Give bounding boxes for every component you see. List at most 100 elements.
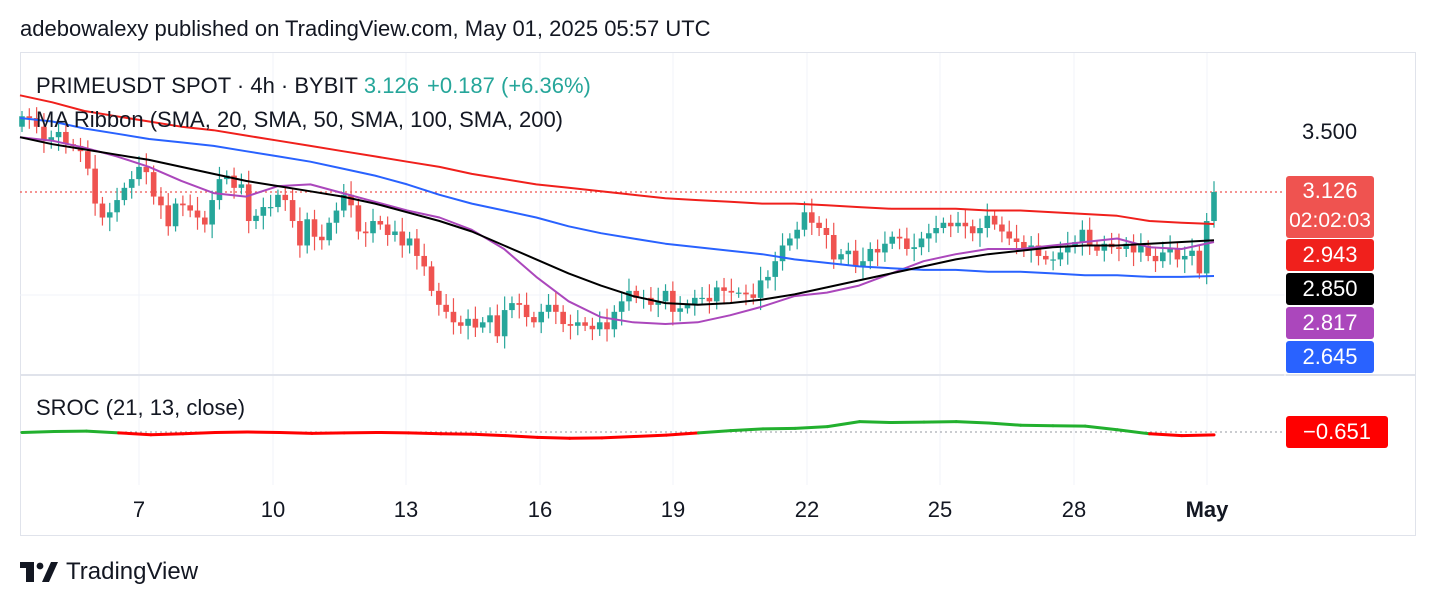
candle-body (85, 151, 91, 169)
sroc-segment (20, 430, 56, 434)
candle-body (1094, 245, 1100, 251)
sroc-segment (664, 431, 701, 437)
candle-body (260, 207, 267, 216)
candle-body (882, 243, 888, 253)
candle-body (165, 205, 172, 227)
candle-body (925, 233, 932, 239)
candle-body (333, 210, 340, 223)
candle-body (267, 207, 274, 209)
sroc-segment (278, 430, 314, 435)
sroc-segment (1083, 424, 1119, 432)
sroc-segment (1148, 432, 1184, 438)
candle-body (1043, 255, 1049, 260)
sma50-line (19, 117, 1215, 278)
candle-body (596, 322, 603, 330)
sma200-tag: 2.943 (1286, 239, 1374, 271)
candle-body (823, 228, 830, 235)
sroc-segment (825, 420, 862, 429)
candle-body (428, 266, 435, 291)
candle-body (231, 175, 237, 188)
candle-body (509, 303, 515, 311)
candle-body (99, 203, 106, 218)
sroc-legend[interactable]: SROC (21, 13, close) (36, 395, 246, 420)
candle-body (845, 250, 852, 255)
price-tag-value: 3.126 (1302, 178, 1358, 203)
brand-name: TradingView (66, 558, 199, 585)
candle-body (1057, 252, 1064, 260)
candle-body (63, 131, 69, 145)
sroc-segment (793, 425, 829, 430)
candle-body (904, 238, 910, 249)
candle-body (918, 238, 925, 248)
candle-body (150, 172, 157, 197)
sroc-segment (471, 432, 507, 438)
candle-body (202, 217, 208, 225)
candle-body (787, 238, 793, 246)
candle-body (1123, 243, 1130, 249)
sroc-segment (729, 427, 765, 433)
candle-body (392, 231, 398, 235)
time-axis-label: 10 (260, 497, 286, 522)
candle-body (999, 224, 1005, 232)
candle-body (406, 238, 413, 246)
tradingview-logo[interactable]: TradingView (20, 558, 198, 586)
candle-body (721, 287, 727, 291)
candle-body (384, 224, 391, 235)
sma100-tag: 2.850 (1286, 273, 1374, 305)
candle-body (1021, 241, 1027, 249)
tradingview-logo-icon (20, 562, 58, 582)
candle-body (253, 215, 259, 222)
candle-body (648, 297, 654, 305)
candle-body (33, 118, 40, 127)
candle-body (553, 304, 559, 312)
candle-body (1013, 238, 1020, 242)
candle-body (319, 236, 325, 241)
candle-body (1050, 259, 1056, 261)
candle-body (567, 324, 574, 326)
candle-body (465, 318, 471, 326)
sroc-segment (600, 435, 636, 440)
candle-body (735, 292, 742, 294)
candle-body (1079, 229, 1086, 242)
chart-frame[interactable] (20, 52, 1416, 536)
candle-body (136, 166, 142, 180)
candle-body (377, 221, 384, 225)
candle-body (92, 168, 98, 204)
candle-body (582, 322, 588, 326)
candle-body (180, 203, 186, 206)
candle-body (1160, 252, 1166, 262)
candle-body (1086, 229, 1093, 246)
sroc-segment (632, 433, 668, 438)
candle-body (801, 212, 808, 230)
candle-body (1145, 245, 1151, 256)
candle-body (1116, 247, 1122, 249)
candle-body (487, 315, 493, 323)
candle-body (355, 205, 362, 232)
time-axis-label: 7 (132, 497, 146, 522)
candle-body (838, 254, 844, 260)
candle-body (677, 308, 683, 312)
candle-body (41, 126, 47, 141)
candle-body (626, 290, 632, 302)
candle-body (121, 187, 128, 201)
candle-body (962, 222, 969, 227)
candle-body (538, 311, 545, 323)
candle-body (1101, 243, 1108, 251)
ma-ribbon-legend[interactable]: MA Ribbon (SMA, 20, SMA, 50, SMA, 100, S… (36, 107, 564, 132)
price-change: +0.187 (+6.36%) (426, 73, 591, 98)
candle-body (245, 184, 252, 222)
candle-body (933, 228, 939, 234)
sroc-tag: −0.651 (1286, 416, 1388, 448)
candle-body (48, 137, 55, 141)
last-price: 3.126 (363, 73, 419, 98)
candle-body (977, 228, 983, 234)
symbol-legend[interactable]: PRIMEUSDT SPOT · 4h · BYBIT 3.126 +0.187 (… (36, 73, 591, 99)
sroc-segment (1115, 428, 1152, 436)
candle-body (808, 212, 815, 223)
candle-body (757, 280, 764, 298)
candle-body (896, 236, 903, 239)
candle-body (684, 304, 691, 309)
candle-body (443, 304, 449, 312)
candle-body (611, 311, 618, 330)
